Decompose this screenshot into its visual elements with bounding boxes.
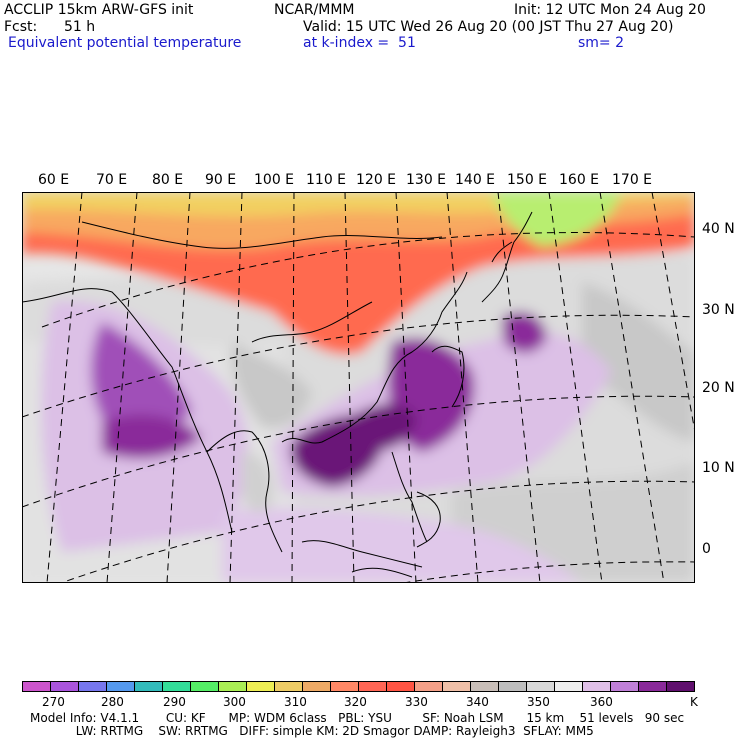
longitude-label: 80 E — [152, 172, 184, 188]
legend-swatch — [583, 682, 611, 691]
legend-swatch — [191, 682, 219, 691]
legend-tick-label: 350 — [527, 695, 550, 709]
longitude-label: 160 E — [559, 172, 600, 188]
legend-tick-label: 340 — [466, 695, 489, 709]
model-title: ACCLIP 15km ARW-GFS init — [4, 2, 194, 18]
legend-tick-label: 330 — [405, 695, 428, 709]
legend-swatch — [51, 682, 79, 691]
legend-swatch — [555, 682, 583, 691]
longitude-label: 100 E — [254, 172, 295, 188]
legend-swatch — [107, 682, 135, 691]
longitude-label: 110 E — [306, 172, 347, 188]
theta-e-map — [22, 192, 695, 583]
valid-time: Valid: 15 UTC Wed 26 Aug 20 (00 JST Thu … — [303, 19, 674, 35]
graticule — [22, 192, 695, 583]
init-time: Init: 12 UTC Mon 24 Aug 20 — [514, 2, 706, 18]
legend-tick-label: 320 — [344, 695, 367, 709]
latitude-label: 20 N — [702, 380, 735, 396]
longitude-label: 60 E — [38, 172, 70, 188]
longitude-label: 170 E — [612, 172, 653, 188]
legend-swatch — [359, 682, 387, 691]
legend-swatch — [471, 682, 499, 691]
legend-swatch — [135, 682, 163, 691]
model-info-line1: Model Info: V4.1.1 CU: KF MP: WDM 6class… — [30, 711, 685, 725]
level-index: at k-index = 51 — [303, 35, 416, 51]
legend-swatch — [247, 682, 275, 691]
legend-tick-label: 300 — [223, 695, 246, 709]
legend-swatch — [303, 682, 331, 691]
latitude-label: 30 N — [702, 302, 735, 318]
forecast-label: Fcst: — [4, 19, 38, 35]
legend-swatch — [331, 682, 359, 691]
coastlines — [22, 211, 533, 578]
legend-unit: K — [690, 695, 698, 709]
longitude-label: 150 E — [507, 172, 548, 188]
legend-swatch — [611, 682, 639, 691]
legend-swatch — [219, 682, 247, 691]
legend-swatch — [415, 682, 443, 691]
center-label: NCAR/MMM — [274, 2, 355, 18]
legend-swatch — [667, 682, 694, 691]
legend-swatch — [387, 682, 415, 691]
latitude-label: 40 N — [702, 221, 735, 237]
legend-tick-label: 280 — [101, 695, 124, 709]
legend-tick-label: 290 — [163, 695, 186, 709]
longitude-label: 130 E — [406, 172, 447, 188]
model-info-line2: LW: RRTMG SW: RRTMG DIFF: simple KM: 2D … — [30, 724, 594, 738]
legend-swatch — [639, 682, 667, 691]
legend-swatch — [79, 682, 107, 691]
longitude-label: 90 E — [205, 172, 237, 188]
longitude-label: 140 E — [455, 172, 496, 188]
legend-swatch — [443, 682, 471, 691]
field-name: Equivalent potential temperature — [8, 35, 242, 51]
color-legend — [22, 681, 695, 692]
legend-tick-label: 310 — [284, 695, 307, 709]
legend-swatch — [163, 682, 191, 691]
legend-swatch — [23, 682, 51, 691]
forecast-hour: 51 h — [64, 19, 96, 35]
legend-swatch — [275, 682, 303, 691]
latitude-label: 10 N — [702, 460, 735, 476]
legend-swatch — [527, 682, 555, 691]
legend-tick-label: 270 — [42, 695, 65, 709]
longitude-label: 70 E — [96, 172, 128, 188]
legend-swatch — [499, 682, 527, 691]
longitude-label: 120 E — [356, 172, 397, 188]
latitude-label: 0 — [702, 541, 711, 557]
legend-tick-label: 360 — [590, 695, 613, 709]
smoothing-value: sm= 2 — [578, 35, 625, 51]
